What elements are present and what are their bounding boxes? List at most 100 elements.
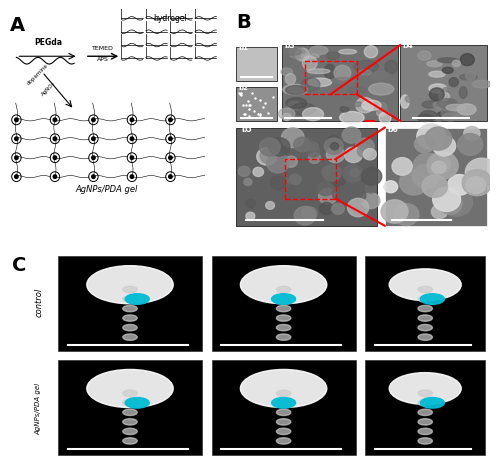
Ellipse shape (285, 73, 296, 84)
Bar (58, 256, 202, 351)
Circle shape (123, 305, 137, 312)
Circle shape (392, 158, 412, 175)
Circle shape (260, 148, 278, 164)
Circle shape (432, 187, 460, 211)
Circle shape (253, 167, 264, 177)
Circle shape (448, 175, 471, 195)
Circle shape (464, 127, 480, 140)
Circle shape (347, 187, 366, 203)
Circle shape (168, 118, 172, 122)
Ellipse shape (282, 113, 291, 121)
Circle shape (246, 199, 256, 208)
Circle shape (92, 118, 95, 122)
Ellipse shape (447, 100, 456, 106)
Circle shape (381, 200, 408, 223)
Ellipse shape (370, 72, 390, 80)
Circle shape (294, 137, 310, 152)
Circle shape (276, 305, 291, 312)
Circle shape (322, 165, 342, 181)
Circle shape (400, 170, 428, 195)
Text: TEMED: TEMED (92, 46, 114, 50)
Circle shape (123, 419, 137, 425)
Bar (212, 256, 356, 351)
Circle shape (276, 428, 291, 435)
Circle shape (92, 137, 95, 140)
Ellipse shape (332, 78, 354, 83)
Ellipse shape (348, 87, 366, 93)
Ellipse shape (340, 112, 364, 124)
Circle shape (123, 390, 137, 397)
Ellipse shape (422, 101, 438, 108)
Circle shape (418, 315, 432, 321)
Circle shape (240, 266, 327, 304)
Circle shape (362, 168, 382, 185)
Circle shape (425, 127, 452, 150)
Text: b4: b4 (402, 41, 413, 50)
Circle shape (389, 269, 461, 300)
Bar (365, 360, 485, 455)
Circle shape (329, 171, 346, 186)
Circle shape (123, 409, 137, 415)
Circle shape (318, 188, 336, 204)
Ellipse shape (446, 104, 465, 111)
Circle shape (14, 156, 18, 160)
Circle shape (123, 315, 137, 321)
Ellipse shape (308, 78, 332, 87)
Circle shape (418, 305, 432, 312)
Ellipse shape (364, 46, 378, 58)
Ellipse shape (418, 114, 433, 122)
Circle shape (53, 118, 56, 122)
Circle shape (257, 148, 276, 165)
Ellipse shape (466, 71, 475, 81)
Circle shape (53, 137, 56, 140)
Circle shape (418, 296, 432, 302)
Circle shape (364, 149, 376, 160)
Circle shape (466, 177, 485, 194)
Ellipse shape (296, 48, 310, 61)
Circle shape (14, 175, 18, 179)
Circle shape (280, 178, 289, 185)
Circle shape (362, 193, 380, 209)
Text: b1: b1 (238, 45, 248, 50)
Bar (58, 360, 202, 455)
Circle shape (276, 286, 291, 292)
Ellipse shape (449, 78, 458, 87)
Bar (305, 61, 356, 94)
Circle shape (320, 203, 334, 215)
Circle shape (125, 398, 149, 408)
Ellipse shape (289, 48, 305, 58)
Ellipse shape (433, 100, 449, 109)
Ellipse shape (308, 69, 330, 73)
Circle shape (276, 419, 291, 425)
Circle shape (282, 128, 304, 147)
Text: C: C (12, 256, 27, 275)
Circle shape (432, 161, 446, 173)
Ellipse shape (460, 54, 474, 65)
Circle shape (272, 176, 283, 186)
Ellipse shape (286, 86, 306, 95)
Text: b2: b2 (238, 85, 248, 91)
Circle shape (130, 175, 134, 179)
Ellipse shape (400, 95, 409, 108)
Circle shape (355, 140, 368, 152)
Circle shape (356, 137, 365, 146)
Ellipse shape (302, 56, 317, 70)
Circle shape (356, 138, 374, 154)
Circle shape (266, 202, 274, 209)
Circle shape (332, 203, 344, 214)
Ellipse shape (442, 113, 458, 121)
Circle shape (14, 118, 18, 122)
Text: b3: b3 (284, 41, 296, 50)
Circle shape (246, 212, 255, 220)
Circle shape (272, 294, 295, 304)
Circle shape (432, 204, 448, 219)
Circle shape (92, 175, 95, 179)
Circle shape (53, 175, 56, 179)
Text: AgNPs/PDA gel: AgNPs/PDA gel (36, 382, 42, 435)
Circle shape (238, 166, 250, 177)
Circle shape (322, 166, 335, 177)
Circle shape (394, 203, 419, 226)
Circle shape (240, 369, 327, 407)
Circle shape (294, 206, 316, 225)
Circle shape (462, 170, 492, 195)
